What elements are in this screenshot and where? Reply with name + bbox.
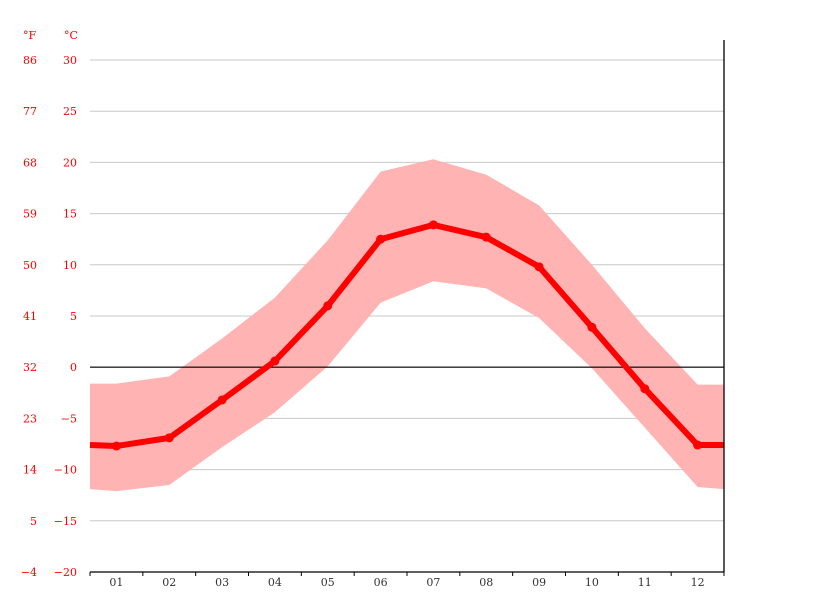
y-tick-label-celsius: 0 xyxy=(70,361,77,374)
x-tick-label-month: 04 xyxy=(268,576,282,589)
y-tick-label-fahrenheit: 32 xyxy=(23,361,37,374)
x-axis-labels: 01 02 03 04 05 06 07 08 09 10 11 12 xyxy=(109,576,704,589)
data-point-marker xyxy=(111,441,121,451)
unit-fahrenheit-label: °F xyxy=(23,29,37,42)
y-tick-label-celsius: 15 xyxy=(63,208,77,221)
data-point-marker xyxy=(693,440,703,450)
y-tick-label-fahrenheit: 59 xyxy=(23,208,37,221)
y-tick-label-celsius: −20 xyxy=(54,566,77,579)
x-tick-label-month: 11 xyxy=(638,576,652,589)
axes xyxy=(89,40,725,576)
data-point-marker xyxy=(270,356,280,366)
y-tick-label-fahrenheit: 68 xyxy=(23,156,37,169)
x-tick-label-month: 09 xyxy=(532,576,546,589)
y-tick-label-fahrenheit: 77 xyxy=(23,105,37,118)
y-tick-label-celsius: 20 xyxy=(63,156,77,169)
average-temperature-line xyxy=(89,220,724,451)
y-axis-labels: 86 30 77 25 68 20 59 15 50 10 41 5 32 0 23 −5 14 −10 5 −15 −… xyxy=(21,54,77,579)
y-tick-label-fahrenheit: −4 xyxy=(21,566,37,579)
x-tick-label-month: 01 xyxy=(109,576,123,589)
y-tick-label-celsius: −15 xyxy=(54,515,77,528)
y-tick-label-fahrenheit: 5 xyxy=(30,515,37,528)
y-tick-label-celsius: 30 xyxy=(63,54,77,67)
y-tick-label-celsius: −5 xyxy=(61,412,77,425)
y-tick-label-celsius: 5 xyxy=(70,310,77,323)
data-point-marker xyxy=(376,234,386,244)
y-tick-label-fahrenheit: 14 xyxy=(23,464,37,477)
data-point-marker xyxy=(481,232,491,242)
y-tick-label-fahrenheit: 50 xyxy=(23,259,37,272)
y-tick-label-celsius: 25 xyxy=(63,105,77,118)
mean-polyline xyxy=(89,221,724,449)
y-tick-label-fahrenheit: 86 xyxy=(23,54,37,67)
y-tick-label-fahrenheit: 23 xyxy=(23,412,37,425)
data-point-marker xyxy=(217,395,227,405)
y-tick-label-celsius: −10 xyxy=(54,464,77,477)
x-tick-label-month: 12 xyxy=(691,576,705,589)
range-band-area xyxy=(90,159,724,492)
data-point-marker xyxy=(534,262,544,272)
unit-celsius-label: °C xyxy=(64,29,78,42)
data-point-marker xyxy=(428,220,438,230)
temperature-range-band xyxy=(90,159,724,492)
y-tick-label-celsius: 10 xyxy=(63,259,77,272)
x-tick-label-month: 02 xyxy=(162,576,176,589)
unit-labels: °F °C xyxy=(23,29,78,42)
x-tick-label-month: 06 xyxy=(374,576,388,589)
y-tick-label-fahrenheit: 41 xyxy=(23,310,37,323)
data-point-marker xyxy=(164,433,174,443)
data-point-marker xyxy=(640,384,650,394)
x-tick-label-month: 10 xyxy=(585,576,599,589)
x-tick-label-month: 07 xyxy=(426,576,440,589)
data-point-marker xyxy=(587,322,597,332)
x-tick-label-month: 08 xyxy=(479,576,493,589)
data-point-marker xyxy=(323,301,333,311)
x-tick-label-month: 05 xyxy=(321,576,335,589)
x-tick-label-month: 03 xyxy=(215,576,229,589)
